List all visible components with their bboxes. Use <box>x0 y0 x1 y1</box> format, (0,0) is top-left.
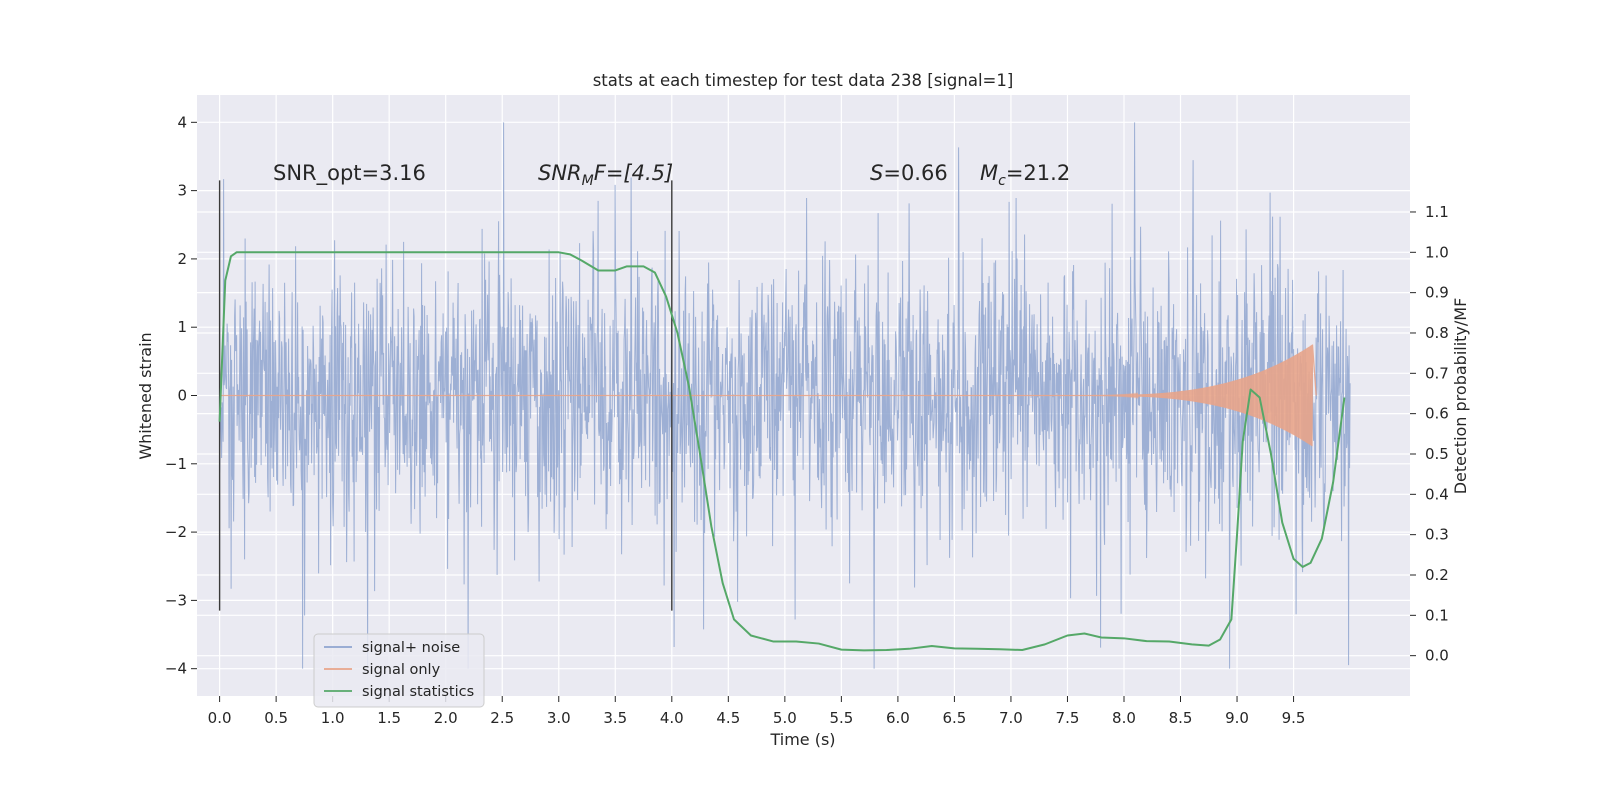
annotation-s-value: =0.66 <box>883 161 947 185</box>
x-tick-label: 3.5 <box>603 709 627 727</box>
x-tick-label: 6.5 <box>942 709 966 727</box>
y-tick-label: 4 <box>177 113 187 131</box>
annotation-snr-opt: SNR_opt=3.16 <box>273 161 426 186</box>
annotation-snr-mf: SNRMF=[4.5] <box>538 161 673 189</box>
y-tick-label: 0 <box>177 387 187 405</box>
stats-series <box>218 251 1346 652</box>
annotation-s: S=0.66 <box>870 161 948 185</box>
x-axis-label: Time (s) <box>769 730 835 749</box>
x-tick-label: 8.0 <box>1112 709 1136 727</box>
y-right-tick-label: 0.2 <box>1425 566 1449 584</box>
x-tick-label: 5.5 <box>829 709 853 727</box>
x-tick-label: 7.5 <box>1056 709 1080 727</box>
annotation-mc: Mc=21.2 <box>980 161 1070 189</box>
x-tick-label: 8.5 <box>1169 709 1193 727</box>
y-ticks-left: 4 3 2 1 0 −1 −2 −3 −4 <box>165 113 197 678</box>
y-right-tick-label: 0.6 <box>1425 405 1449 423</box>
x-tick-label: 6.0 <box>886 709 910 727</box>
y-right-tick-label: 0.4 <box>1425 485 1449 503</box>
x-tick-label: 1.5 <box>377 709 401 727</box>
annotation-snr-mf-value: F=[4.5] <box>594 161 673 185</box>
y-right-tick-label: 0.9 <box>1425 284 1449 302</box>
x-ticks: 0.0 0.5 1.0 1.5 2.0 2.5 3.0 3.5 4.0 4.5 5.0 5.5 6.0 6… <box>208 696 1306 727</box>
y-tick-label: 2 <box>177 250 187 268</box>
y-right-tick-label: 1.0 <box>1425 243 1449 261</box>
y-right-tick-label: 0.0 <box>1425 647 1449 665</box>
x-tick-label: 9.0 <box>1225 709 1249 727</box>
y-right-tick-label: 0.5 <box>1425 445 1449 463</box>
legend-label-signal: signal only <box>362 662 441 678</box>
annotations: SNR_opt=3.16 SNRMF=[4.5] S=0.66 Mc=21.2 <box>273 161 1070 189</box>
y-right-tick-label: 0.1 <box>1425 606 1449 624</box>
x-tick-label: 5.0 <box>773 709 797 727</box>
annotation-mc-sub: c <box>998 173 1006 189</box>
x-tick-label: 7.0 <box>999 709 1023 727</box>
x-tick-label: 2.5 <box>490 709 514 727</box>
stats-line <box>218 251 1346 652</box>
legend-label-stats: signal statistics <box>362 684 474 700</box>
y-tick-label: −4 <box>165 660 187 678</box>
noise-line <box>219 122 1351 669</box>
x-tick-label: 1.0 <box>321 709 345 727</box>
legend: signal+ noise signal only signal statist… <box>313 633 485 708</box>
legend-label-noise: signal+ noise <box>362 640 460 656</box>
x-tick-label: 4.5 <box>716 709 740 727</box>
y-axis-label: Whitened strain <box>136 332 155 459</box>
noise-series <box>219 122 1351 669</box>
y-tick-label: −1 <box>165 455 187 473</box>
x-tick-label: 0.0 <box>208 709 232 727</box>
y-ticks-right: 1.1 1.0 0.9 0.8 0.7 0.6 0.5 0.4 0.3 0.2 0.1 0.0 <box>1410 203 1449 665</box>
y-right-tick-label: 0.3 <box>1425 526 1449 544</box>
marker-lines <box>218 180 673 611</box>
y-tick-label: −3 <box>165 591 187 609</box>
y-tick-label: −2 <box>165 523 187 541</box>
annotation-mc-main: M <box>980 161 998 185</box>
signal-series <box>219 344 1317 447</box>
legend-box <box>313 633 485 708</box>
chart-title: stats at each timestep for test data 238… <box>593 71 1014 90</box>
signal-line <box>219 344 1317 447</box>
y-tick-label: 3 <box>177 182 187 200</box>
y-right-tick-label: 0.8 <box>1425 324 1449 342</box>
x-tick-label: 9.5 <box>1282 709 1306 727</box>
y-right-tick-label: 0.7 <box>1425 364 1449 382</box>
x-tick-label: 3.0 <box>547 709 571 727</box>
annotation-mc-value: =21.2 <box>1006 161 1070 185</box>
annotation-s-main: S <box>870 161 883 185</box>
y-right-tick-label: 1.1 <box>1425 203 1449 221</box>
x-tick-label: 4.0 <box>660 709 684 727</box>
x-tick-label: 2.0 <box>434 709 458 727</box>
x-tick-label: 0.5 <box>264 709 288 727</box>
y-axis-right-label: Detection probability/MF <box>1451 298 1470 495</box>
annotation-snr-mf-sub: M <box>582 173 594 189</box>
annotation-snr-mf-main: SNR <box>538 161 582 185</box>
y-tick-label: 1 <box>177 318 187 336</box>
